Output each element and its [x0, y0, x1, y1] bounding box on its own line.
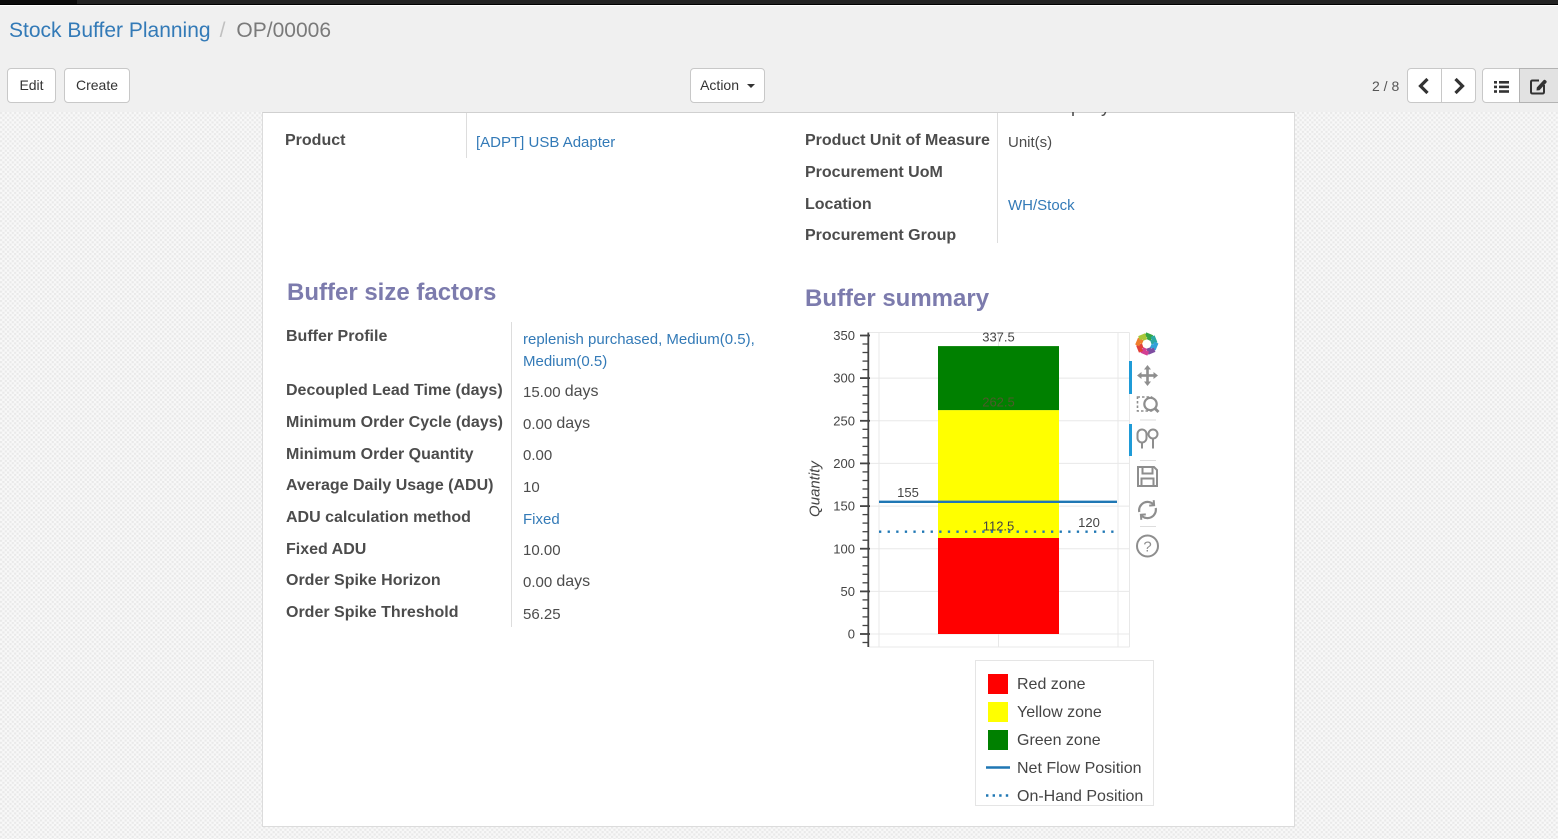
svg-text:300: 300 [833, 371, 855, 386]
svg-text:120: 120 [1078, 515, 1100, 530]
svg-text:Green zone: Green zone [1017, 732, 1101, 749]
svg-text:155: 155 [897, 485, 919, 500]
svg-text:Yellow zone: Yellow zone [1017, 704, 1102, 721]
svg-text:50: 50 [841, 584, 855, 599]
svg-text:150: 150 [833, 499, 855, 514]
svg-text:200: 200 [833, 456, 855, 471]
svg-text:?: ? [1143, 539, 1151, 556]
svg-text:262.5: 262.5 [982, 395, 1015, 410]
svg-text:Quantity: Quantity [807, 460, 824, 517]
svg-text:Net Flow Position: Net Flow Position [1017, 760, 1142, 777]
svg-text:0: 0 [848, 627, 855, 642]
svg-text:337.5: 337.5 [982, 330, 1015, 345]
svg-text:On-Hand Position: On-Hand Position [1017, 788, 1143, 805]
svg-text:Red zone: Red zone [1017, 676, 1086, 693]
svg-text:350: 350 [833, 328, 855, 343]
svg-text:112.5: 112.5 [983, 519, 1015, 534]
svg-text:250: 250 [833, 413, 855, 428]
svg-text:100: 100 [833, 541, 855, 556]
